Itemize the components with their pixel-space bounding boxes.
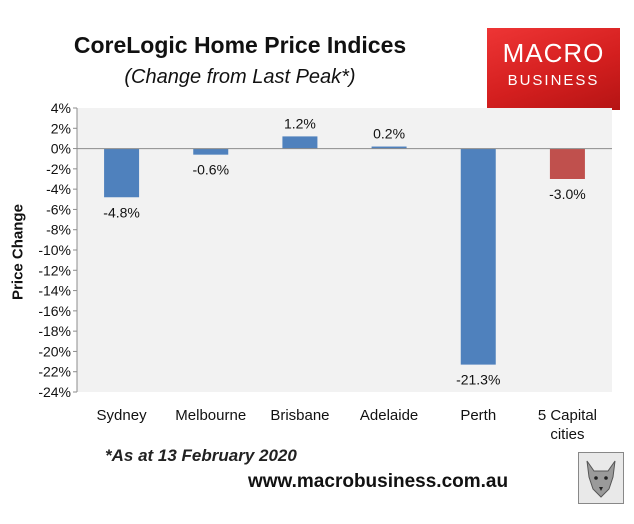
y-tick-label: 4% bbox=[51, 100, 71, 116]
bar bbox=[460, 148, 496, 365]
logo-line-2: BUSINESS bbox=[507, 72, 600, 89]
x-category-label: Perth bbox=[460, 407, 496, 424]
y-tick-label: -12% bbox=[38, 262, 71, 278]
bar bbox=[193, 148, 229, 155]
y-tick-label: -4% bbox=[46, 181, 71, 197]
y-tick-label: -18% bbox=[38, 323, 71, 339]
wolf-emblem-icon bbox=[578, 452, 624, 504]
y-tick-label: -10% bbox=[38, 242, 71, 258]
data-label: -3.0% bbox=[549, 186, 586, 202]
data-label: -21.3% bbox=[456, 372, 500, 388]
data-label: 1.2% bbox=[284, 115, 316, 131]
footnote: *As at 13 February 2020 bbox=[105, 446, 297, 465]
y-tick-label: -22% bbox=[38, 364, 71, 380]
x-category-label: Sydney bbox=[97, 407, 148, 424]
y-tick-label: -24% bbox=[38, 384, 71, 400]
plot-area bbox=[77, 108, 612, 392]
bar bbox=[549, 148, 585, 179]
macrobusiness-logo: MACRO BUSINESS bbox=[487, 28, 620, 110]
y-tick-label: -2% bbox=[46, 161, 71, 177]
chart-title: CoreLogic Home Price Indices bbox=[73, 32, 407, 58]
bar bbox=[282, 136, 318, 149]
bar bbox=[104, 148, 140, 198]
y-tick-label: 0% bbox=[51, 141, 71, 157]
chart-subtitle: (Change from Last Peak*) bbox=[124, 66, 356, 88]
y-tick-label: 2% bbox=[51, 120, 71, 136]
bar bbox=[371, 146, 407, 149]
y-tick-label: -20% bbox=[38, 343, 71, 359]
x-category-label: 5 Capital bbox=[538, 407, 597, 424]
x-category-label: Adelaide bbox=[360, 407, 418, 424]
logo-line-1: MACRO bbox=[502, 38, 605, 68]
x-category-label: Brisbane bbox=[270, 407, 329, 424]
y-tick-label: -16% bbox=[38, 303, 71, 319]
website-url: www.macrobusiness.com.au bbox=[248, 471, 509, 492]
data-label: -0.6% bbox=[192, 162, 229, 178]
x-category-label: cities bbox=[550, 426, 584, 443]
y-tick-label: -6% bbox=[46, 201, 71, 217]
data-label: -4.8% bbox=[103, 204, 140, 220]
x-category-label: Melbourne bbox=[175, 407, 246, 424]
y-tick-label: -8% bbox=[46, 222, 71, 238]
data-label: 0.2% bbox=[373, 126, 405, 142]
y-tick-label: -14% bbox=[38, 283, 71, 299]
